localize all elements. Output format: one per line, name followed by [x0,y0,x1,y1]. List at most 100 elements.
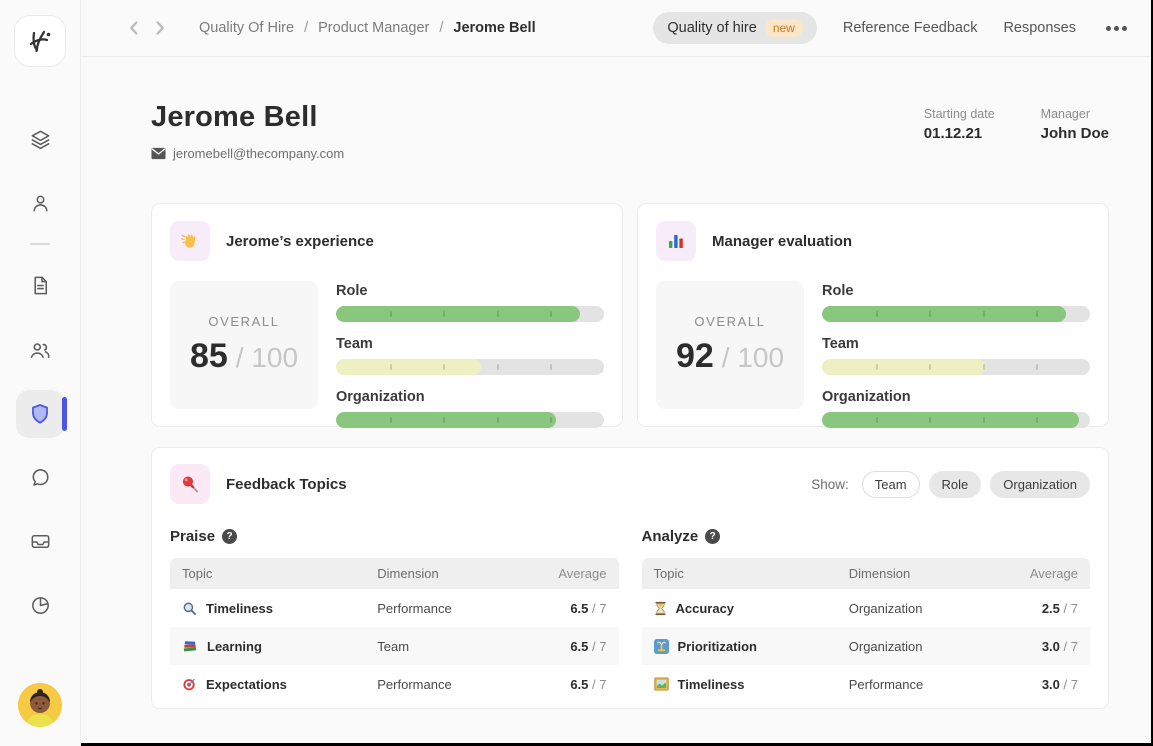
sidebar-item-profile[interactable] [0,192,80,215]
manager-score-denominator: / 100 [721,342,785,373]
chat-icon [32,469,48,486]
inbox-icon [31,534,49,549]
praise-help-icon[interactable]: ? [222,529,238,544]
sidebar-item-team[interactable] [0,338,80,362]
manager-card-header: Manager evaluation [656,221,1090,261]
average-value: 2.5 / 7 [1041,600,1078,616]
filter-chip-organization[interactable]: Organization [990,470,1090,498]
experience-overall-box: OVERALL 85 / 100 [170,281,318,409]
pie-chart-icon [31,597,49,614]
table-row: Expectations Performance 6.5 / 7 [170,665,619,703]
bar-chart-glyph [669,235,683,248]
table-row: Timeliness Performance 6.5 / 7 [170,589,619,627]
avatar-illustration [18,683,62,727]
manager-role-bar-group: Role [822,283,1090,322]
tab-quality-of-hire[interactable]: Quality of hire new [653,12,817,44]
wave-hand-icon [170,221,210,261]
people-icon [30,343,50,358]
analyze-help-icon[interactable]: ? [705,529,721,544]
team-progress-bar [822,359,1090,375]
manager-evaluation-card: Manager evaluation OVERALL 92 / 100 Role [637,203,1109,428]
back-button[interactable] [123,17,145,39]
team-progress-bar [336,359,604,375]
breadcrumb-separator: / [439,20,444,36]
sidebar-item-documents[interactable] [0,274,80,297]
user-avatar[interactable] [18,683,62,727]
col-average: Average [1029,566,1078,581]
sidebar-item-quality-active[interactable] [16,390,67,438]
analyze-table: Topic Dimension Average [641,558,1090,703]
sidebar-item-layers[interactable] [0,128,80,151]
praise-table: Topic Dimension Average Timeliness [170,558,619,703]
framed-picture-icon [653,677,669,691]
topic-name: Timeliness [206,600,273,616]
forward-button[interactable] [149,17,171,39]
filter-chip-team[interactable]: Team [861,470,920,498]
top-tabs: Quality of hire new Reference Feedback R… [653,12,1127,44]
breadcrumb-product-manager[interactable]: Product Manager [318,20,430,36]
average-value: 3.0 / 7 [1041,638,1078,654]
sidebar-item-inbox[interactable] [0,530,80,553]
col-topic: Topic [653,566,684,581]
breadcrumb-quality-of-hire[interactable]: Quality Of Hire [199,20,295,36]
starting-date-label: Starting date [923,107,995,121]
tab-responses[interactable]: Responses [1003,20,1076,36]
bar-label-organization: Organization [336,389,425,405]
main-area: Quality Of Hire / Product Manager / Jero… [81,0,1151,743]
role-progress-bar [336,306,604,322]
dimension-value: Performance [377,600,452,616]
average-value: 6.5 / 7 [570,600,607,616]
experience-score-denominator: / 100 [235,342,299,373]
dimension-value: Team [377,638,410,654]
tab-reference-feedback[interactable]: Reference Feedback [842,20,978,36]
hourglass-icon [654,601,666,615]
magnifier-icon [183,602,197,615]
experience-card-header: Jerome’s experience [170,221,604,261]
breadcrumb-current-page: Jerome Bell [453,20,536,36]
history-nav [123,17,171,39]
more-menu-button[interactable] [1106,25,1127,31]
manager-stat: Manager John Doe [1041,107,1109,161]
wave-hand-glyph [181,234,196,248]
average-value: 6.5 / 7 [570,676,607,692]
col-dimension: Dimension [848,566,911,581]
col-topic: Topic [182,566,213,581]
organization-progress-bar [336,412,604,428]
email-row: jeromebell@thecompany.com [151,146,344,161]
experience-score: 85 [189,337,228,375]
praise-section: Praise ? Topic Dimension Average [170,528,619,703]
average-value: 6.5 / 7 [570,638,607,654]
topbar: Quality Of Hire / Product Manager / Jero… [81,0,1151,57]
bar-label-role: Role [822,283,854,299]
chevron-left-icon [130,21,138,35]
bar-chart-icon [656,221,696,261]
page-header: Jerome Bell jeromebell@thecompany.com St… [151,101,1109,161]
chevron-right-icon [156,21,164,35]
experience-card-title: Jerome’s experience [226,232,374,250]
person-icon [33,195,47,212]
dimension-value: Performance [848,676,924,692]
shield-icon [32,404,48,424]
manager-bars: Role Team [822,281,1090,428]
average-value: 3.0 / 7 [1041,676,1078,692]
pushpin-icon [170,464,210,504]
dimension-value: Performance [377,676,452,692]
table-row: Prioritization Organization 3.0 / 7 [641,627,1090,665]
header-stats: Starting date 01.12.21 Manager John Doe [924,107,1109,161]
overall-label: OVERALL [208,314,280,329]
col-average: Average [558,566,607,581]
sidebar [0,0,81,746]
tab-quality-label: Quality of hire [667,20,757,36]
layers-icon [31,130,49,150]
app-logo[interactable] [14,15,66,67]
dart-icon [183,678,195,690]
filter-chip-role[interactable]: Role [928,470,982,498]
analyze-section: Analyze ? Topic Dimension Average [641,528,1090,703]
analyze-title: Analyze [641,528,699,545]
organization-progress-bar [822,412,1090,428]
sidebar-item-messages[interactable] [0,466,80,489]
manager-label: Manager [1040,107,1090,121]
dimension-value: Organization [848,638,923,654]
sidebar-item-analytics[interactable] [0,594,80,617]
feedback-filters: Show: Team Role Organization [811,470,1090,498]
